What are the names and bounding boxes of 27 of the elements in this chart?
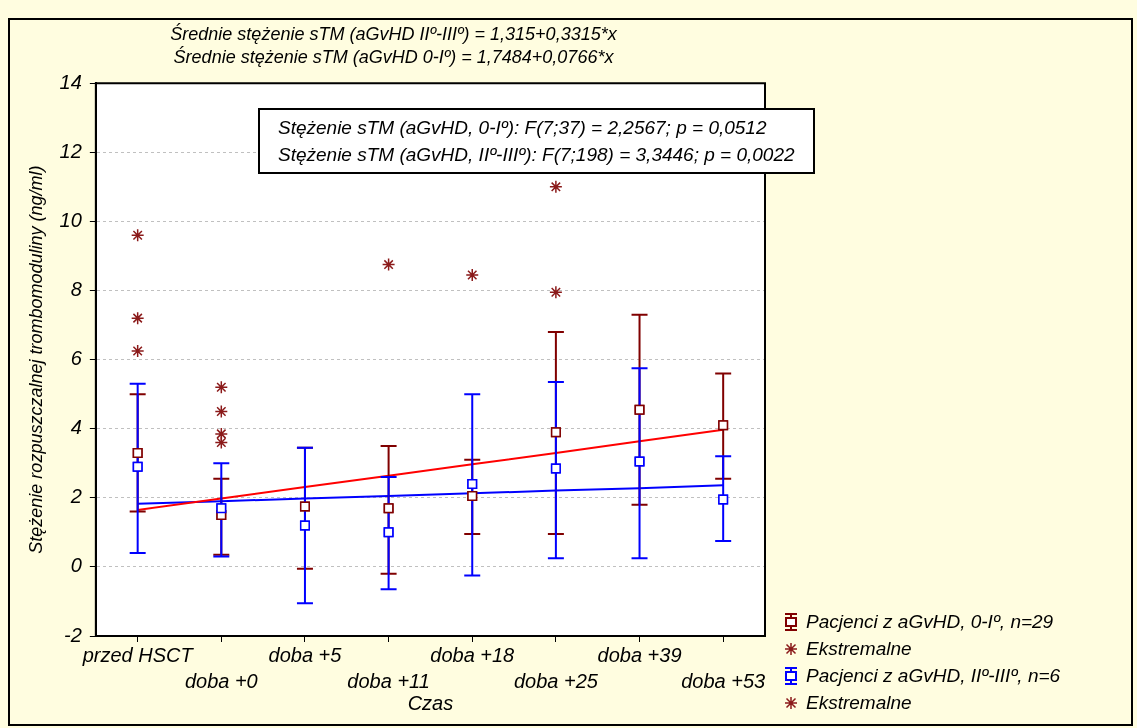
y-tick-label: 14 (59, 70, 82, 93)
y-axis-title: Stężenie rozpuszczalnej trombomoduliny (ng/ml) (25, 165, 46, 554)
y-tick-label: 6 (70, 347, 83, 370)
legend-label: Pacjenci z aGvHD, IIº-IIIº, n=6 (806, 664, 1061, 688)
x-tick-label: doba +0 (184, 669, 258, 692)
chart-title: Średnie stężenie sTM (aGvHD IIº-IIIº) = 1,315+0,3315*x (170, 22, 618, 44)
legend-label: Pacjenci z aGvHD, 0-Iº, n=29 (806, 610, 1054, 634)
y-tick-label: 8 (70, 278, 82, 301)
x-tick-label: doba +25 (513, 669, 599, 692)
legend-label: Ekstremalne (806, 691, 912, 715)
y-tick-label: 12 (59, 139, 82, 162)
y-tick-label: 2 (69, 485, 82, 508)
x-tick-label: przed HSCT (81, 643, 195, 666)
annotation: Stężenie sTM (aGvHD, IIº-IIIº): F(7;198) = 3,3446; p = 0,0022 (278, 143, 795, 167)
chart-subtitle: Średnie stężenie sTM (aGvHD 0-Iº) = 1,7484+0,0766*x (173, 46, 615, 68)
x-tick-label: doba +53 (681, 669, 766, 692)
x-tick-label: doba +5 (268, 643, 343, 666)
x-tick-label: doba +11 (347, 669, 430, 692)
x-tick-label: doba +18 (430, 643, 515, 666)
y-tick-label: 0 (70, 554, 82, 577)
y-tick-label: 10 (59, 208, 82, 231)
legend-label: Ekstremalne (806, 637, 912, 661)
x-tick-label: doba +39 (597, 643, 682, 666)
y-tick-label: 4 (70, 416, 82, 439)
annotation: Stężenie sTM (aGvHD, 0-Iº): F(7;37) = 2,2567; p = 0,0512 (278, 116, 768, 140)
x-axis-title: Czas (407, 691, 454, 714)
y-tick-label: -2 (64, 623, 82, 646)
